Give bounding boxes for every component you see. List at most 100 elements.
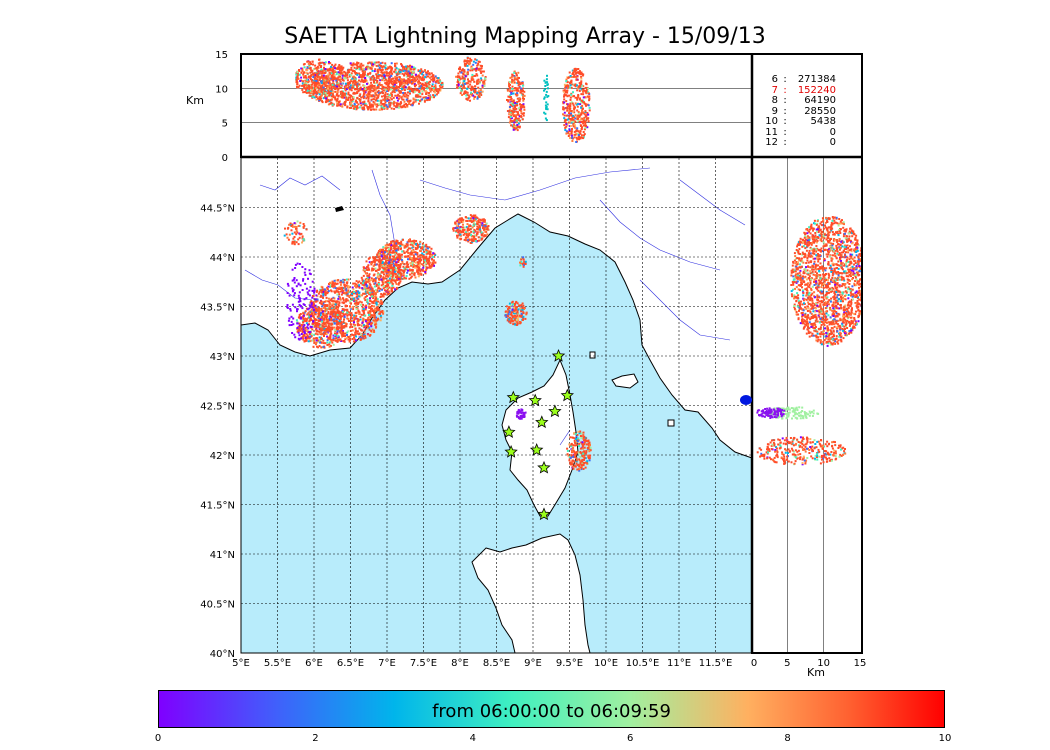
lat-tick-label: 40.5°N: [200, 600, 235, 611]
lat-tick-label: 44°N: [210, 253, 235, 264]
colorbar-label: from 06:00:00 to 06:09:59: [432, 701, 671, 722]
stat-row: 7:152240: [752, 84, 862, 97]
lon-tick-label: 11.5°E: [699, 658, 733, 669]
colorbar-tick: 4: [469, 733, 476, 744]
sardinia-island: [471, 533, 591, 654]
lma-station-marker: [537, 460, 551, 474]
side-km-tick: 0: [751, 658, 757, 669]
lma-station-marker: [551, 348, 566, 362]
lma-station-marker: [504, 444, 518, 458]
lightning-sources-map: [283, 214, 592, 472]
stat-separator: :: [783, 126, 787, 138]
side-km-tick: 10: [817, 658, 830, 669]
stat-row: 12: 0: [752, 137, 862, 149]
lon-tick-label: 5°E: [232, 658, 250, 669]
stat-value: 271384: [797, 74, 836, 85]
altitude-latitude-panel: 0 5 10 15 Km: [751, 156, 867, 679]
altitude-tick: 15: [215, 50, 228, 61]
stat-row: 11: 0: [752, 126, 862, 139]
stat-index: 7: [771, 84, 778, 96]
stat-value: 0: [829, 137, 836, 148]
stat-row: 8: 64190: [752, 95, 862, 107]
lma-station-marker: [528, 393, 542, 407]
stat-index: 12: [765, 137, 778, 148]
lon-tick-label: 8°E: [451, 658, 469, 669]
lightning-sources-side: [756, 216, 862, 466]
lon-tick-label: 11°E: [667, 658, 691, 669]
stat-row: 6:271384: [752, 74, 862, 86]
figure-title: SAETTA Lightning Mapping Array - 15/09/1…: [284, 24, 766, 49]
stat-value: 28550: [804, 105, 836, 117]
lat-tick-label: 41°N: [210, 550, 235, 561]
lat-tick-label: 44.5°N: [200, 204, 235, 215]
stat-index: 11: [765, 126, 778, 138]
altitude-tick: 10: [215, 84, 228, 95]
lon-tick-label: 6°E: [305, 658, 323, 669]
lma-station-marker: [537, 507, 551, 521]
altitude-tick: 5: [222, 119, 228, 130]
lon-tick-label: 8.5°E: [483, 658, 510, 669]
lat-tick-label: 43.5°N: [200, 303, 235, 314]
lat-tick-label: 43°N: [210, 352, 235, 363]
lat-tick-label: 42°N: [210, 451, 235, 462]
lma-station-marker: [502, 425, 516, 438]
stat-separator: :: [783, 116, 787, 127]
lon-tick-label: 10.5°E: [626, 658, 660, 669]
stat-separator: :: [783, 95, 787, 106]
giglio-island: [667, 419, 675, 427]
lma-station-marker: [535, 415, 549, 429]
lat-lon-grid: [241, 158, 752, 653]
side-km-tick: 5: [784, 658, 790, 669]
stat-index: 8: [771, 95, 778, 106]
colorbar-tick: 2: [312, 733, 319, 744]
latitude-tick-labels: 44.5°N 44°N 43.5°N 43°N 42.5°N 42°N 41.5°N 41°N…: [200, 204, 235, 661]
lma-station-marker: [548, 404, 562, 418]
corsica-island: [501, 358, 579, 517]
stat-row: 10: 5438: [752, 116, 862, 128]
colorbar-tick: 6: [627, 733, 634, 744]
lat-tick-label: 41.5°N: [200, 501, 235, 512]
colorbar-tick: 8: [784, 733, 791, 744]
elba-island: [611, 373, 639, 389]
lon-tick-label: 7°E: [378, 658, 396, 669]
stat-separator: :: [783, 137, 787, 148]
lon-tick-label: 10°E: [594, 658, 618, 669]
colorbar-tick: 0: [154, 733, 162, 744]
stat-value: 64190: [804, 95, 836, 106]
lat-tick-label: 40°N: [210, 649, 235, 660]
stat-index: 6: [771, 74, 778, 85]
stat-index: 9: [771, 105, 778, 117]
lightning-sources-altitude: [295, 56, 591, 143]
lon-tick-label: 6.5°E: [337, 658, 364, 669]
side-km-tick: 15: [854, 658, 867, 669]
stat-row: 9: 28550: [752, 105, 862, 118]
longitude-tick-labels: 5°E 5.5°E 6°E 6.5°E 7°E 7.5°E 8°E 8.5°E 9°E 9.5°E…: [232, 658, 732, 669]
lon-tick-label: 9.5°E: [556, 658, 583, 669]
source-count-table: 6:271384 7:152240 8:64190 9:28550 10:5438 11:…: [752, 74, 862, 149]
stat-value: 5438: [810, 116, 836, 127]
altitude-axis-label: Km: [186, 94, 204, 107]
lat-tick-label: 42.5°N: [200, 402, 235, 413]
plan-view-map: 5°E 5.5°E 6°E 6.5°E 7°E 7.5°E 8°E 8.5°E 9°E 9.5°E…: [200, 156, 753, 669]
lma-station-marker: [560, 388, 574, 402]
altitude-tick-labels: 15 10 5 0: [215, 50, 228, 164]
lon-tick-label: 9°E: [524, 658, 542, 669]
stat-value: 152240: [797, 84, 836, 96]
lma-station-marker: [506, 390, 520, 404]
time-colorbar: from 06:00:00 to 06:09:59: [158, 690, 945, 728]
altitude-tick: 0: [222, 153, 228, 164]
stat-index: 10: [765, 116, 778, 127]
lon-tick-label: 7.5°E: [410, 658, 437, 669]
lma-stations: [502, 348, 574, 521]
lon-tick-label: 5.5°E: [264, 658, 291, 669]
longitude-altitude-panel: 15 10 5 0 Km: [186, 50, 863, 653]
capraia-island: [589, 351, 596, 359]
stat-value: 0: [829, 126, 836, 138]
lma-station-marker: [529, 443, 544, 456]
stat-separator: :: [783, 105, 787, 117]
stat-separator: :: [783, 84, 787, 96]
side-km-tick-labels: 0 5 10 15: [751, 658, 867, 669]
stat-separator: :: [783, 74, 787, 85]
colorbar-tick: 10: [938, 733, 952, 744]
